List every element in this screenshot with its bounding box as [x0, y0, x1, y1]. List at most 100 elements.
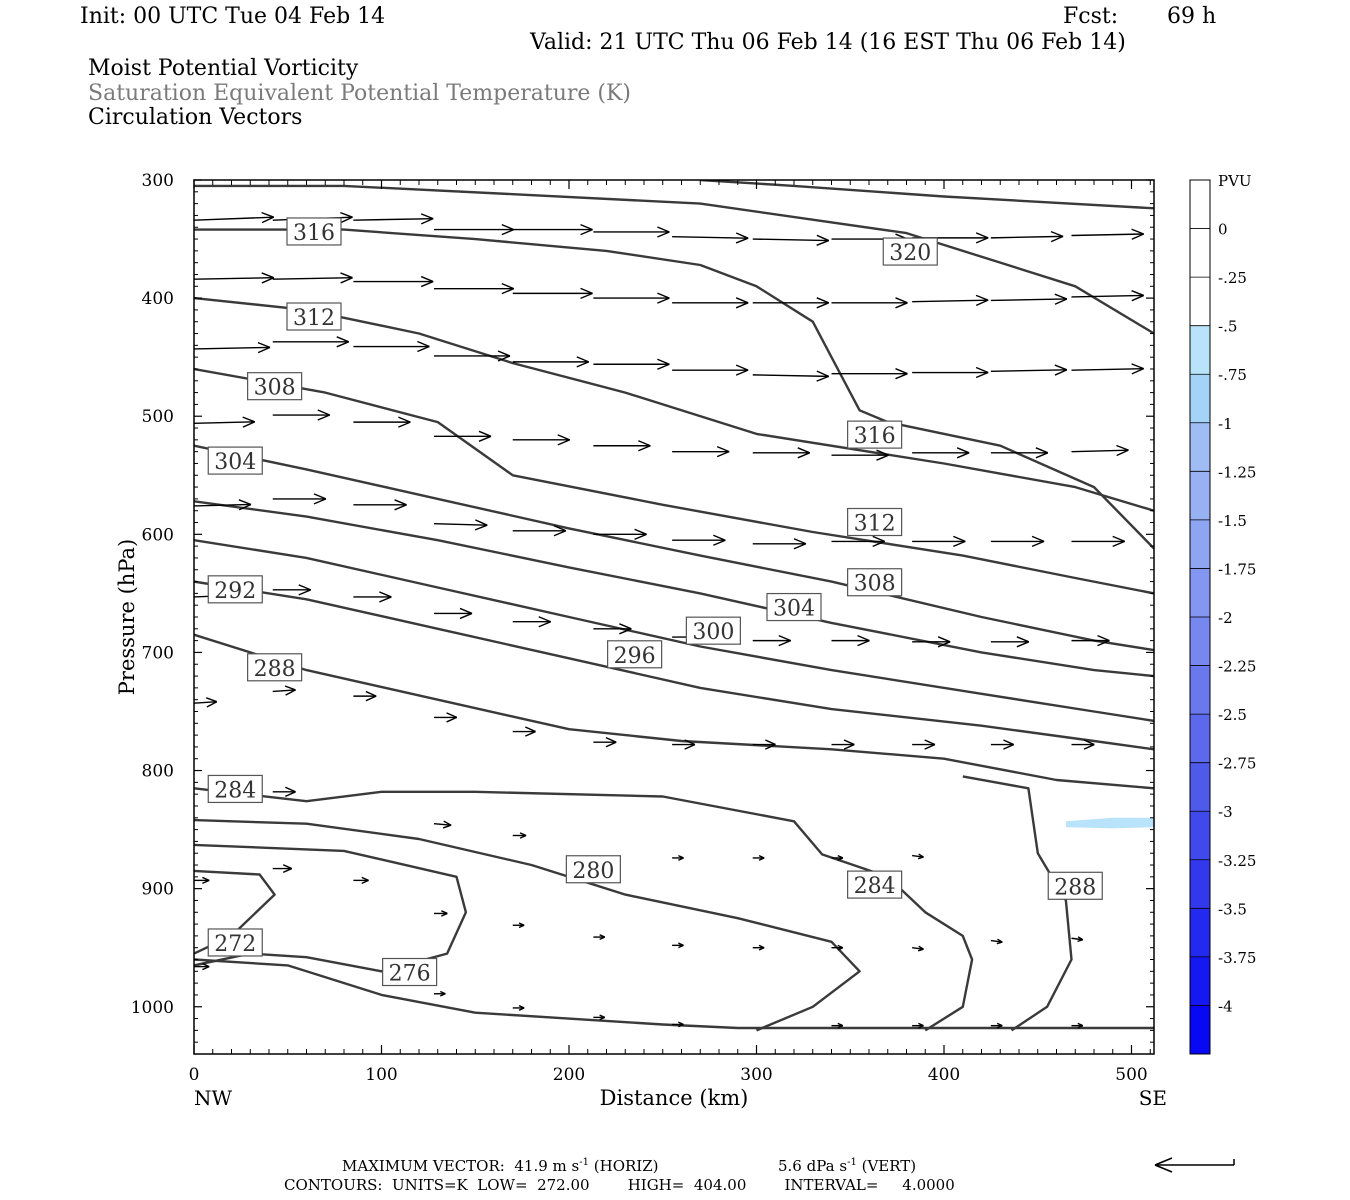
- colorbar-cell-13: [1190, 811, 1210, 861]
- colorbar-cell-8: [1190, 568, 1210, 618]
- vector-17: [593, 292, 670, 304]
- vector-15: [434, 283, 515, 295]
- vector-25: [272, 336, 350, 348]
- vector-73: [272, 685, 296, 696]
- vector-108: [831, 1022, 844, 1029]
- svg-text:288: 288: [1054, 875, 1096, 900]
- contour-296-7: [194, 539, 1154, 723]
- vector-105: [512, 1005, 525, 1011]
- contour-320-0: [700, 180, 1154, 210]
- contour-label-316-0: 316: [286, 217, 342, 246]
- pv-region-1: [1065, 817, 1154, 829]
- vector-48: [194, 499, 252, 511]
- colorbar-cell-11: [1190, 714, 1210, 764]
- vector-36: [194, 416, 256, 428]
- vector-88: [752, 855, 765, 861]
- vector-7: [752, 234, 830, 246]
- vector-32: [831, 368, 908, 380]
- axis-ticks: 300 400 500 600 700 800 900 1000 0 100 200 300 400 50…: [131, 171, 1154, 1085]
- contour-288-9: [194, 633, 1154, 790]
- vector-16: [512, 287, 593, 300]
- colorbar-label-5: -1.25: [1218, 463, 1256, 481]
- x-axis-label: Distance (km): [600, 1086, 749, 1110]
- contour-308-4: [194, 367, 1154, 595]
- theta-contours: [194, 180, 1154, 1032]
- x-tick-label-400: 400: [928, 1065, 960, 1085]
- vector-94: [434, 910, 448, 917]
- svg-text:272: 272: [214, 932, 256, 957]
- vector-31: [752, 370, 830, 382]
- plot-area: [194, 180, 1154, 1054]
- y-axis-label: Pressure (hPa): [115, 539, 139, 695]
- contour-labels: 316 320 312 308 316 304 312 308 292 304 300 296 288 2…: [207, 217, 1103, 987]
- vector-86: [512, 832, 527, 839]
- vector-26: [353, 340, 430, 353]
- contour-label-280-14: 280: [565, 855, 621, 884]
- vector-0: [194, 211, 275, 224]
- vector-10: [990, 230, 1064, 243]
- x-tick-label-100: 100: [365, 1065, 397, 1085]
- vector-42: [672, 446, 730, 458]
- vector-91: [194, 876, 210, 885]
- contour-label-320-1: 320: [882, 237, 938, 266]
- vector-109: [912, 1022, 924, 1029]
- vector-111: [1071, 1022, 1084, 1029]
- contour-label-284-13: 284: [207, 774, 263, 803]
- svg-text:308: 308: [854, 572, 896, 597]
- colorbar-cell-7: [1190, 519, 1210, 569]
- colorbar-cell-5: [1190, 422, 1210, 472]
- vector-110: [990, 1022, 1003, 1029]
- vector-22: [990, 293, 1068, 305]
- contour-300-6: [194, 500, 1154, 678]
- vector-101: [990, 938, 1003, 945]
- contour-284-10: [194, 787, 974, 1032]
- vector-80: [831, 739, 855, 750]
- vector-61: [272, 584, 312, 596]
- colorbar-cell-15: [1190, 908, 1210, 958]
- vector-100: [912, 945, 924, 952]
- colorbar-cell-0: [1190, 180, 1210, 230]
- colorbar-cell-16: [1190, 956, 1210, 1006]
- svg-text:284: 284: [854, 874, 896, 899]
- contour-label-316-4: 316: [847, 420, 903, 449]
- svg-text:316: 316: [854, 424, 896, 449]
- vector-106: [593, 1014, 606, 1021]
- vector-4: [512, 223, 593, 236]
- contour-label-272-17: 272: [207, 928, 263, 957]
- contour-label-304-9: 304: [766, 592, 822, 622]
- vector-72: [194, 697, 218, 708]
- vector-24: [194, 341, 271, 354]
- max-vector-vert: 5.6 dPa s-1 (VERT): [778, 1157, 916, 1175]
- vector-78: [672, 739, 696, 750]
- vector-33: [912, 366, 989, 379]
- vector-43: [752, 447, 811, 459]
- contour-label-308-7: 308: [847, 568, 903, 597]
- colorbar-label-13: -3.25: [1218, 852, 1256, 870]
- svg-text:296: 296: [614, 644, 656, 669]
- contour-label-288-16: 288: [1047, 871, 1103, 900]
- colorbar-label-9: -2.25: [1218, 658, 1256, 676]
- colorbar-cell-17: [1190, 1005, 1210, 1055]
- vector-84: [272, 786, 296, 797]
- exponent: -1: [847, 1157, 857, 1168]
- svg-text:312: 312: [854, 512, 896, 537]
- init-time: Init: 00 UTC Tue 04 Feb 14: [80, 4, 386, 29]
- y-tick-label-300: 300: [142, 171, 174, 191]
- x-tick-label-200: 200: [553, 1065, 585, 1085]
- vector-50: [353, 499, 407, 511]
- vector-5: [593, 226, 670, 238]
- pv-region-3: [1019, 1016, 1154, 1028]
- vector-95: [512, 922, 525, 929]
- colorbar-label-7: -1.75: [1218, 560, 1256, 578]
- max-vector-info: MAXIMUM VECTOR: 41.9 m s-1 (HORIZ): [342, 1157, 659, 1175]
- vector-30: [672, 364, 749, 376]
- vector-87: [672, 855, 684, 861]
- vector-104: [434, 990, 446, 997]
- vector-70: [990, 636, 1030, 648]
- field-title-vectors: Circulation Vectors: [88, 105, 303, 130]
- x-end-label-right: SE: [1139, 1086, 1167, 1110]
- colorbar-cell-4: [1190, 374, 1210, 424]
- colorbar-label-8: -2: [1218, 609, 1233, 627]
- y-tick-label-500: 500: [142, 407, 174, 427]
